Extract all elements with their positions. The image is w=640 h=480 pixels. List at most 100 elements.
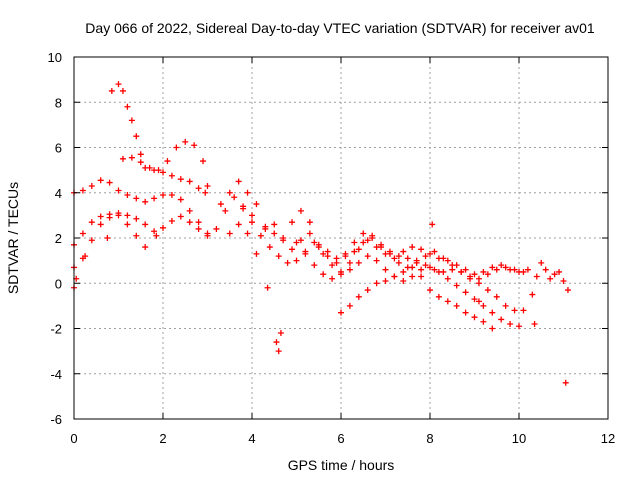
data-point <box>195 219 202 226</box>
axis-ticks <box>73 56 609 420</box>
series-arc6 <box>217 178 527 314</box>
data-point <box>453 302 460 309</box>
data-point <box>382 277 389 284</box>
data-point <box>484 287 491 294</box>
data-point <box>404 255 411 262</box>
data-point <box>391 255 398 262</box>
data-point <box>431 248 438 255</box>
data-point <box>431 266 438 273</box>
data-point <box>217 201 224 208</box>
data-point <box>502 302 509 309</box>
y-tick-label: -6 <box>50 412 62 427</box>
data-point <box>231 194 238 201</box>
data-point <box>409 273 416 280</box>
data-point <box>302 250 309 257</box>
data-point <box>182 138 189 145</box>
series-arc7 <box>226 219 527 282</box>
data-point <box>104 235 111 241</box>
gridlines <box>74 57 608 419</box>
y-tick-label: -2 <box>50 322 62 337</box>
data-point <box>520 307 527 314</box>
data-point <box>329 275 336 282</box>
y-axis-label: SDTVAR / TECUs <box>5 182 21 294</box>
data-point <box>311 262 318 269</box>
data-point <box>453 282 460 289</box>
data-point <box>97 177 104 184</box>
data-point <box>115 81 122 88</box>
data-point <box>155 167 162 174</box>
y-tick-label: 0 <box>55 276 62 291</box>
data-point <box>160 192 166 199</box>
data-point <box>564 287 571 294</box>
data-point <box>373 244 380 251</box>
series-arc5 <box>119 138 211 189</box>
data-point <box>556 268 563 275</box>
data-point <box>471 314 478 321</box>
data-point <box>289 219 296 226</box>
data-point <box>153 232 160 239</box>
data-point <box>360 239 367 246</box>
data-point <box>133 195 140 202</box>
data-point <box>489 325 496 332</box>
data-point <box>277 330 284 337</box>
data-point <box>409 264 416 271</box>
x-tick-label: 8 <box>426 431 433 446</box>
data-point <box>128 154 135 161</box>
x-tick-label: 0 <box>70 431 77 446</box>
data-point <box>391 273 398 280</box>
data-point <box>297 207 304 214</box>
data-point <box>235 178 242 185</box>
data-point <box>177 213 184 220</box>
data-point <box>329 262 336 269</box>
data-point <box>444 298 451 305</box>
data-point <box>119 87 126 94</box>
data-point <box>275 253 282 260</box>
data-point <box>235 221 242 228</box>
data-point <box>204 232 211 239</box>
data-point <box>124 221 131 228</box>
data-point <box>409 244 416 251</box>
data-point <box>173 144 180 151</box>
data-point <box>142 244 149 251</box>
data-point <box>511 307 518 314</box>
data-point <box>88 237 95 244</box>
data-point <box>160 224 166 231</box>
data-point <box>533 273 540 280</box>
data-point <box>355 259 362 266</box>
data-point <box>142 198 149 205</box>
data-point <box>160 169 166 176</box>
data-point <box>413 257 420 264</box>
y-tick-label: 4 <box>55 186 62 201</box>
data-point <box>400 248 407 255</box>
data-point <box>320 271 327 278</box>
chart-title: Day 066 of 2022, Sidereal Day-to-day VTE… <box>85 20 595 36</box>
data-point <box>97 213 104 220</box>
data-point <box>542 266 549 273</box>
data-point <box>324 253 331 260</box>
y-tick-label: 2 <box>55 231 62 246</box>
data-point <box>306 219 313 226</box>
data-point <box>266 244 273 251</box>
x-tick-label: 6 <box>337 431 344 446</box>
data-point <box>562 379 569 386</box>
data-point <box>395 259 402 266</box>
data-point <box>191 142 198 149</box>
data-point <box>373 280 380 287</box>
data-point <box>168 192 175 199</box>
data-point <box>133 232 140 239</box>
data-point <box>280 237 287 244</box>
data-point <box>462 266 469 273</box>
data-point <box>124 212 131 219</box>
data-point <box>462 309 469 316</box>
data-point <box>346 266 353 273</box>
data-point <box>151 228 158 235</box>
series-arc9 <box>293 237 531 282</box>
data-point <box>498 262 505 269</box>
x-tick-label: 4 <box>248 431 255 446</box>
data-point <box>79 187 86 194</box>
data-point <box>427 264 433 271</box>
data-point <box>79 230 86 237</box>
data-point <box>382 250 389 257</box>
data-point <box>204 182 211 189</box>
data-point <box>271 230 278 237</box>
